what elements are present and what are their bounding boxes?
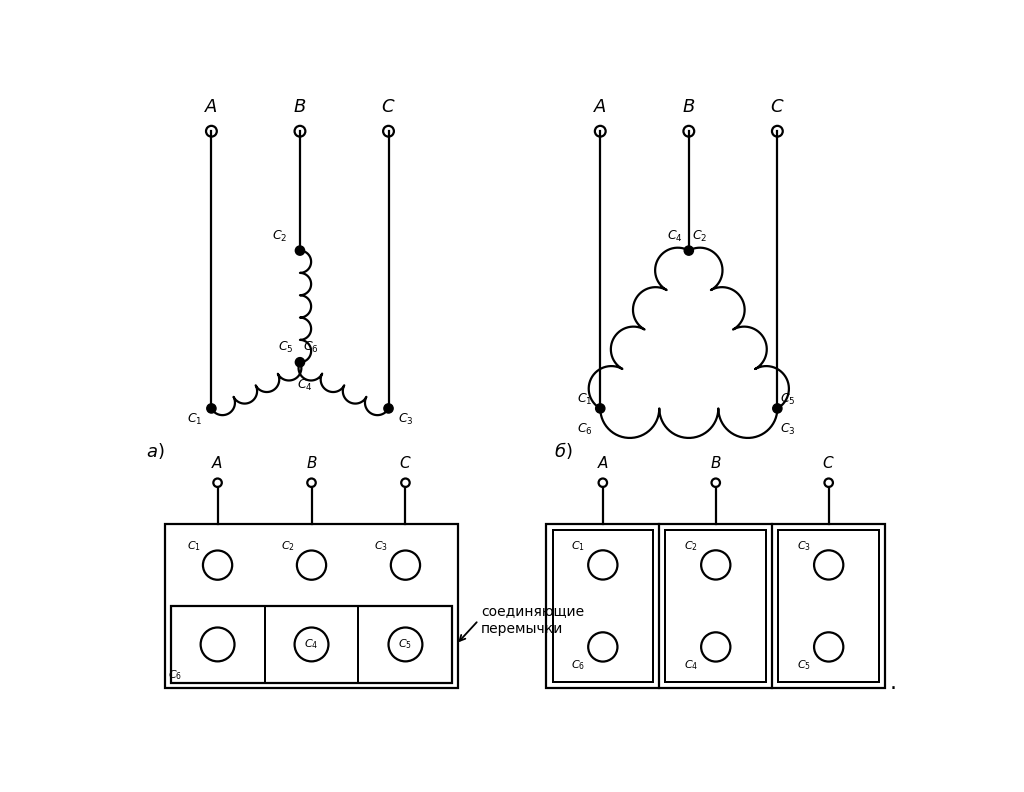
Text: $B$: $B$ [306,455,317,470]
Circle shape [207,404,216,413]
Circle shape [295,358,304,367]
Text: $C_5$: $C_5$ [279,340,294,355]
Text: $C_3$: $C_3$ [397,413,414,428]
Circle shape [384,404,393,413]
Bar [165,524,458,688]
Text: $C_1$: $C_1$ [578,392,593,407]
Text: $C$: $C$ [399,455,412,470]
Text: $C_4$: $C_4$ [684,658,698,672]
Text: $A$: $A$ [212,455,223,470]
Text: $C_1$: $C_1$ [186,539,201,553]
Circle shape [684,246,693,255]
Text: $C_6$: $C_6$ [303,340,318,355]
Text: $C_2$: $C_2$ [281,539,295,553]
Text: $C_6$: $C_6$ [571,658,585,672]
Text: $C_3$: $C_3$ [375,539,388,553]
Text: $C_4$: $C_4$ [667,230,683,245]
Circle shape [773,404,782,413]
Bar [547,524,885,688]
Text: соединяющие
перемычки: соединяющие перемычки [481,604,584,637]
Text: $C_6$: $C_6$ [168,668,182,682]
Text: $C_3$: $C_3$ [780,422,796,437]
Bar [778,530,879,682]
Text: $C_2$: $C_2$ [271,230,287,245]
Text: $C_3$: $C_3$ [797,539,811,554]
Text: $B$: $B$ [682,98,695,116]
Text: $C_5$: $C_5$ [797,658,811,672]
Text: $а)$: $а)$ [146,441,165,461]
Text: $C_2$: $C_2$ [684,539,698,554]
Text: $C_4$: $C_4$ [297,378,312,393]
Circle shape [295,246,304,255]
Text: $C_5$: $C_5$ [398,638,413,651]
Text: $C_1$: $C_1$ [571,539,585,554]
Circle shape [596,404,605,413]
Text: $C_6$: $C_6$ [577,422,593,437]
Text: $C$: $C$ [822,455,835,470]
Text: $C$: $C$ [770,98,784,116]
Text: $C_2$: $C_2$ [692,230,708,245]
Text: $б)$: $б)$ [554,440,572,461]
Bar [171,607,453,683]
Text: $B$: $B$ [293,98,306,116]
Text: .: . [890,673,896,693]
Bar [666,530,766,682]
Bar [553,530,653,682]
Text: $B$: $B$ [710,455,722,470]
Text: $C$: $C$ [381,98,395,116]
Text: $A$: $A$ [597,455,609,470]
Text: $C_4$: $C_4$ [304,638,318,651]
Text: $C_5$: $C_5$ [780,392,796,407]
Text: $A$: $A$ [593,98,607,116]
Text: $A$: $A$ [205,98,218,116]
Text: $C_1$: $C_1$ [186,413,202,428]
